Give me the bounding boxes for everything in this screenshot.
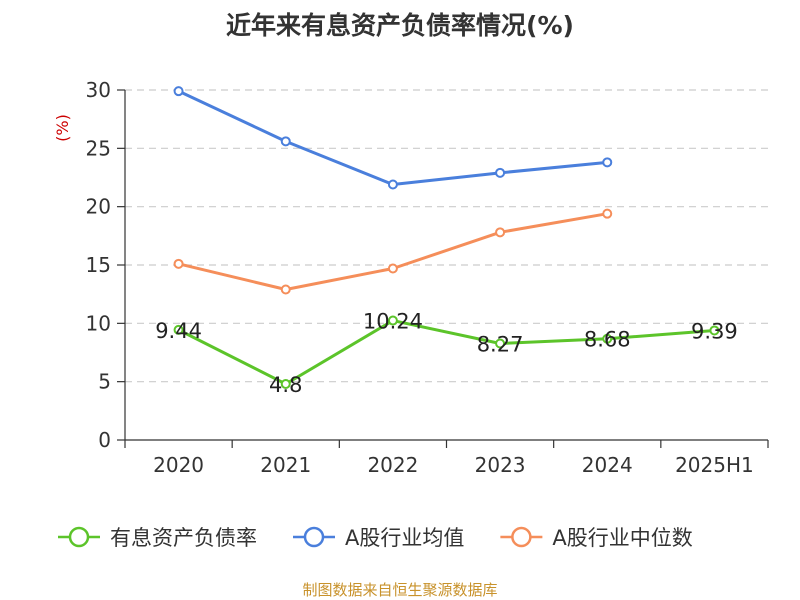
legend-swatch-marker <box>511 526 532 548</box>
legend-label: A股行业中位数 <box>552 526 692 550</box>
grid-lines <box>125 89 768 383</box>
legend-swatch-marker <box>68 526 90 548</box>
legend-swatch-marker <box>303 526 325 548</box>
data-point <box>602 333 613 344</box>
series-line <box>177 89 608 186</box>
data-point <box>173 324 184 335</box>
x-tick-label: 2025H1 <box>675 453 754 477</box>
y-tick-label: 5 <box>98 370 111 394</box>
data-label: 8.68 <box>584 328 631 352</box>
data-label: 4.8 <box>269 373 302 397</box>
data-labels: 9.44 4.8 10.24 8.27 8.68 9.39 <box>155 310 738 397</box>
x-tick-label: 2023 <box>475 453 526 477</box>
y-tick-label: 0 <box>98 428 111 452</box>
data-point <box>387 263 398 274</box>
data-point <box>495 338 506 349</box>
series-line <box>177 319 715 386</box>
y-tick-label: 25 <box>86 136 111 160</box>
data-point <box>387 179 398 190</box>
data-point <box>709 325 720 336</box>
y-tick-label: 15 <box>86 253 111 277</box>
x-tick-label: 2024 <box>582 453 633 477</box>
y-tick-label: 20 <box>86 195 111 219</box>
series-line <box>178 212 608 291</box>
data-label: 8.27 <box>477 333 524 357</box>
source-note: 制图数据来自恒生聚源数据库 <box>302 581 498 599</box>
data-point <box>173 258 184 269</box>
data-point <box>495 227 506 238</box>
data-point <box>173 86 184 97</box>
y-tick-label: 30 <box>86 78 111 102</box>
x-tick-label: 2022 <box>367 453 418 477</box>
legend: 有息资产负债率 A股行业均值 A股行业中位数 <box>58 526 693 550</box>
x-tick-label: 2020 <box>153 453 204 477</box>
data-point <box>602 157 613 168</box>
series-layer <box>173 86 720 389</box>
data-label: 10.24 <box>363 310 423 334</box>
data-point <box>280 284 291 295</box>
data-point <box>387 315 398 326</box>
y-tick-label: 10 <box>86 311 111 335</box>
legend-label: 有息资产负债率 <box>110 526 257 550</box>
data-point <box>280 136 291 147</box>
axes: 0 5 10 15 20 25 30 (%) 2020 2021 2022 2023 2024 2025H… <box>53 78 769 477</box>
data-point <box>602 208 613 219</box>
data-point <box>280 379 291 389</box>
legend-label: A股行业均值 <box>345 526 464 550</box>
data-label: 9.44 <box>155 319 202 343</box>
y-axis-label: (%) <box>53 114 72 142</box>
chart-title: 近年来有息资产负债率情况(%) <box>226 11 574 40</box>
data-point <box>495 167 506 178</box>
data-label: 9.39 <box>691 319 738 343</box>
x-tick-label: 2021 <box>260 453 311 477</box>
